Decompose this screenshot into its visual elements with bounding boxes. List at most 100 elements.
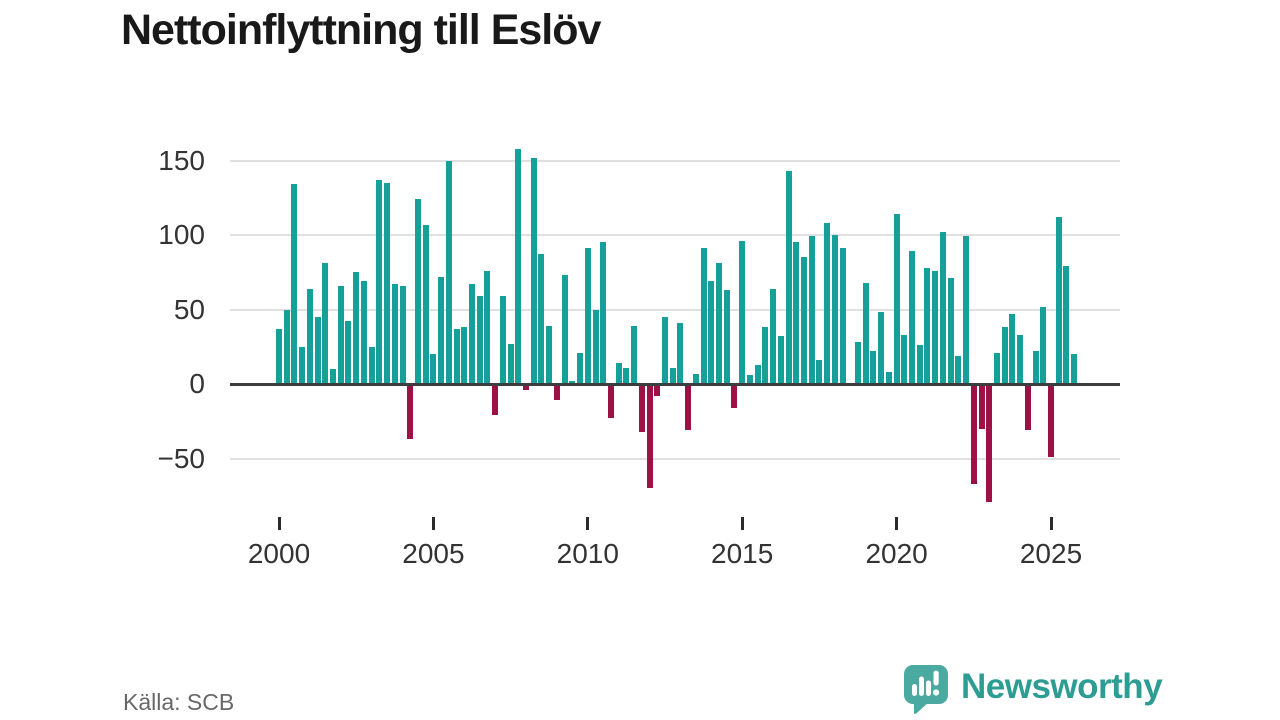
newsworthy-logo-icon <box>904 665 948 714</box>
bar <box>523 384 530 390</box>
bar <box>839 248 846 384</box>
bar <box>993 352 1000 384</box>
y-axis-tick-label: −50 <box>157 442 206 474</box>
bar <box>978 384 985 429</box>
bar <box>986 384 993 502</box>
bar <box>1024 384 1031 431</box>
bar <box>1017 334 1024 384</box>
bar <box>800 257 807 384</box>
bar <box>291 184 298 384</box>
bar <box>499 296 506 384</box>
bar <box>546 325 553 384</box>
bar <box>916 345 923 384</box>
x-axis-tick <box>431 517 435 530</box>
bar <box>1032 351 1039 384</box>
bar <box>615 363 622 384</box>
bar <box>785 170 792 384</box>
y-axis-tick-label: 100 <box>158 219 205 250</box>
bar <box>461 327 468 384</box>
x-axis-tick <box>586 517 590 530</box>
x-axis-tick-label: 2025 <box>1019 538 1083 569</box>
bar <box>422 224 429 384</box>
bar <box>924 267 931 384</box>
bar <box>932 270 939 384</box>
bar <box>376 179 383 384</box>
x-axis-tick-label: 2010 <box>556 538 619 569</box>
bar <box>855 342 861 384</box>
bar <box>584 248 591 384</box>
bar <box>1071 354 1078 384</box>
x-axis-tick <box>740 517 744 530</box>
bar <box>337 285 344 384</box>
bar <box>901 334 908 384</box>
bar <box>299 346 306 384</box>
bar <box>553 384 560 401</box>
bar <box>306 288 313 384</box>
bar <box>893 214 900 384</box>
bar <box>623 367 630 384</box>
bar <box>909 251 916 384</box>
bar <box>407 384 414 440</box>
bar <box>276 328 282 384</box>
newsworthy-branding: Newsworthy <box>901 663 1163 715</box>
bar <box>360 281 367 384</box>
newsworthy-logo-text: Newsworthy <box>961 667 1163 706</box>
bar <box>1001 327 1008 384</box>
bar <box>662 316 668 384</box>
bar <box>816 360 823 384</box>
bar <box>646 384 653 489</box>
bar <box>330 369 337 384</box>
bar <box>600 242 607 384</box>
bar <box>1055 217 1062 384</box>
source-note: Källa: SCB <box>123 689 235 715</box>
bar <box>685 384 692 431</box>
bar <box>731 384 738 408</box>
bar <box>885 372 892 384</box>
bar <box>762 327 769 384</box>
bar <box>515 148 522 384</box>
y-axis-tick-label: 0 <box>189 368 205 399</box>
x-axis-tick <box>895 517 899 530</box>
bar <box>654 384 661 396</box>
bar <box>391 284 398 384</box>
bar <box>692 373 699 384</box>
bar <box>831 235 838 384</box>
bar <box>1009 313 1016 384</box>
bar <box>430 354 437 384</box>
bar <box>322 263 329 384</box>
bar <box>345 321 352 384</box>
bar <box>770 288 777 384</box>
bar <box>368 346 375 384</box>
x-axis-tick-label: 2020 <box>865 538 928 569</box>
bar <box>970 384 977 484</box>
bar <box>384 182 391 384</box>
x-axis-tick-label: 2015 <box>711 538 774 569</box>
bar <box>878 312 885 384</box>
x-axis-tick <box>1049 517 1053 530</box>
bar <box>631 325 638 384</box>
bar <box>445 160 452 384</box>
bar <box>577 352 584 384</box>
bar <box>1063 266 1070 384</box>
y-axis-tick-label: 150 <box>158 144 205 176</box>
bar <box>638 384 645 432</box>
gridline <box>230 457 1120 460</box>
chart-title: Nettoinflyttning till Eslöv <box>121 6 601 54</box>
bar <box>353 272 360 384</box>
bar <box>754 364 761 384</box>
bar <box>947 278 954 384</box>
bar <box>824 223 831 384</box>
bar <box>870 351 877 384</box>
bar <box>955 355 962 384</box>
bar <box>492 384 499 416</box>
bar <box>507 343 514 384</box>
gridline <box>230 159 1120 162</box>
x-axis-tick <box>277 517 281 530</box>
bar <box>708 281 715 384</box>
bar <box>716 263 723 384</box>
bar <box>793 242 800 384</box>
bar <box>669 367 676 384</box>
bar <box>538 254 545 384</box>
